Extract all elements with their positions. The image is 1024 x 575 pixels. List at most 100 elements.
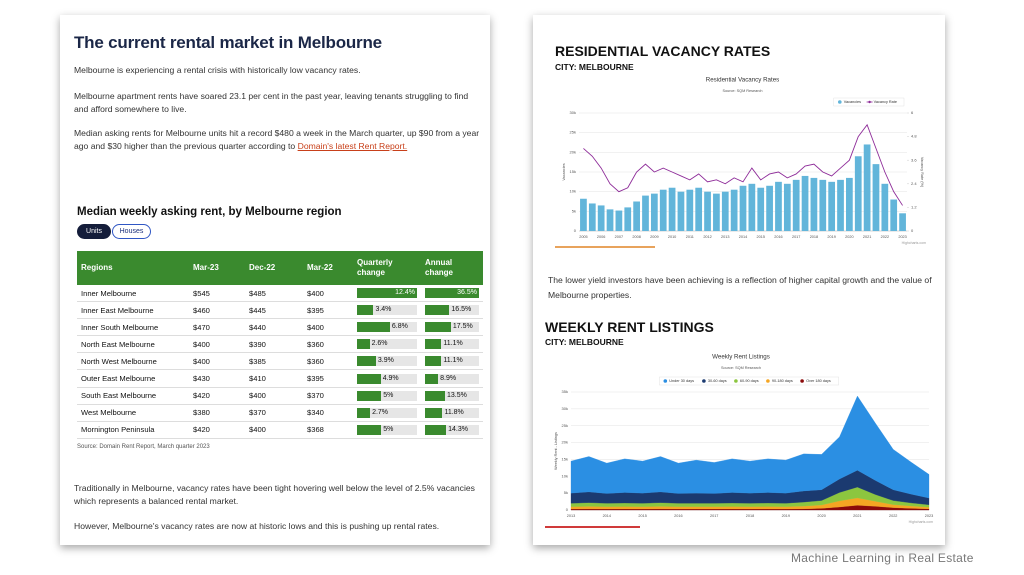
table-cell: $400 <box>303 318 353 337</box>
y-tick-label: 25k <box>570 130 576 135</box>
y-tick-label: 0 <box>574 228 577 233</box>
change-label: 2.7% <box>372 408 389 416</box>
tab[interactable]: Units <box>77 224 111 239</box>
x-tick-label: 2022 <box>889 514 897 518</box>
column-header: Mar-22 <box>303 251 353 285</box>
chart-subtitle: Source: SQM Research <box>721 366 761 370</box>
section-subheading: CITY: MELBOURNE <box>555 62 634 72</box>
table-cell: $410 <box>245 369 303 388</box>
x-tick-label: 2012 <box>703 235 711 239</box>
x-tick-label: 2016 <box>774 235 782 239</box>
bar-track: 4.9% <box>357 373 417 384</box>
paragraph: Median asking rents for Melbourne units … <box>74 127 490 153</box>
bar <box>650 193 658 231</box>
bar <box>837 179 844 231</box>
table-cell: 12.4% <box>353 285 421 303</box>
table-cell: $370 <box>245 404 303 422</box>
table-cell: $360 <box>303 335 353 354</box>
change-label: 6.8% <box>391 323 408 331</box>
table-cell: $340 <box>303 404 353 422</box>
change-bar <box>425 288 479 299</box>
y2-axis-title: Vacancy Rate (%) <box>920 157 924 188</box>
y-tick-label: 10k <box>570 189 576 194</box>
y-tick-label: 10k <box>562 473 568 478</box>
chart-credit: Highcharts.com <box>909 520 933 524</box>
change-label: 3.9% <box>377 357 394 365</box>
x-tick-label: 2017 <box>792 235 800 239</box>
table-cell: $545 <box>189 285 245 303</box>
legend-swatch <box>868 100 871 104</box>
bar-track: 3.9% <box>357 356 417 367</box>
change-bar <box>357 305 374 316</box>
x-tick-label: 2020 <box>845 235 853 239</box>
bar <box>783 183 791 231</box>
table-cell: 2.7% <box>353 404 421 422</box>
table-cell: 3.9% <box>353 352 421 371</box>
bar <box>713 193 720 231</box>
table-cell: $400 <box>303 285 353 303</box>
bar <box>792 179 800 231</box>
bar <box>668 187 676 231</box>
paragraph: Melbourne is experiencing a rental crisi… <box>74 65 361 75</box>
source: Source: Domain Rent Report, March quarte… <box>77 444 210 450</box>
change-label: 4.9% <box>382 374 399 382</box>
bar <box>695 187 703 231</box>
chart-title: Weekly Rent Listings <box>712 354 770 361</box>
bar-track: 3.4% <box>357 305 417 316</box>
x-tick-label: 2005 <box>579 235 587 239</box>
table-cell: $460 <box>189 301 245 320</box>
x-tick-label: 2015 <box>638 514 646 518</box>
change-bar <box>425 407 443 418</box>
change-bar <box>425 305 450 316</box>
bar <box>828 181 836 231</box>
paragraph: Melbourne apartment rents have soared 23… <box>74 91 469 114</box>
bar-track: 5% <box>357 424 417 435</box>
table-heading: Median weekly asking rent, by Melbourne … <box>77 206 342 218</box>
article-title: The current rental market in Melbourne <box>74 33 382 52</box>
table-cell: $390 <box>245 335 303 354</box>
legend-swatch <box>734 379 738 383</box>
change-label: 5% <box>383 425 394 433</box>
x-tick-label: 2020 <box>817 514 825 518</box>
bar <box>588 203 596 231</box>
column-header: Quarterly change <box>353 251 421 285</box>
bar <box>615 210 623 231</box>
bar <box>863 144 871 231</box>
bar <box>686 189 694 231</box>
bar <box>633 201 640 231</box>
bar-track: 6.8% <box>357 322 417 333</box>
table-cell: 11.1% <box>421 335 483 354</box>
x-tick-label: 2011 <box>686 235 694 239</box>
column-header: Annual change <box>421 251 483 285</box>
paragraph: However, Melbourne's vacancy rates are n… <box>74 521 440 531</box>
y2-tick-label: 6 <box>911 110 914 115</box>
tab[interactable]: Houses <box>112 224 151 239</box>
change-bar <box>357 322 390 333</box>
y-tick-label: 30k <box>570 110 576 115</box>
bar <box>872 164 880 231</box>
table-cell: Mornington Peninsula <box>77 421 189 439</box>
x-tick-label: 2013 <box>567 514 575 518</box>
bar <box>597 205 605 231</box>
section-heading: RESIDENTIAL VACANCY RATES <box>555 43 771 59</box>
bar <box>810 177 818 231</box>
change-bar <box>357 424 382 435</box>
table-row: West Melbourne $380 $370 $340 2.7% 11.8% <box>77 404 483 422</box>
x-tick-label: 2009 <box>650 235 658 239</box>
change-label: 2.6% <box>371 340 388 348</box>
table-cell: $395 <box>303 301 353 320</box>
column-header: Regions <box>77 251 189 285</box>
y2-tick-label: 4.8 <box>911 134 917 139</box>
legend-box <box>659 376 839 386</box>
bar <box>854 156 862 231</box>
y-tick-label: 0 <box>566 507 569 512</box>
bar-track: 11.8% <box>425 407 479 418</box>
change-bar <box>357 356 376 367</box>
change-label: 12.4% <box>395 289 415 297</box>
footer: Machine Learning in Real Estate <box>791 551 974 565</box>
rent-table: Regions Mar-23 Dec-22 Mar-22 Quarterly chang… <box>77 251 483 439</box>
link[interactable]: Domain's latest Rent Report. <box>297 141 408 151</box>
area <box>570 395 930 499</box>
table-row: Inner South Melbourne $470 $440 $400 6.8% 17.… <box>77 318 483 337</box>
